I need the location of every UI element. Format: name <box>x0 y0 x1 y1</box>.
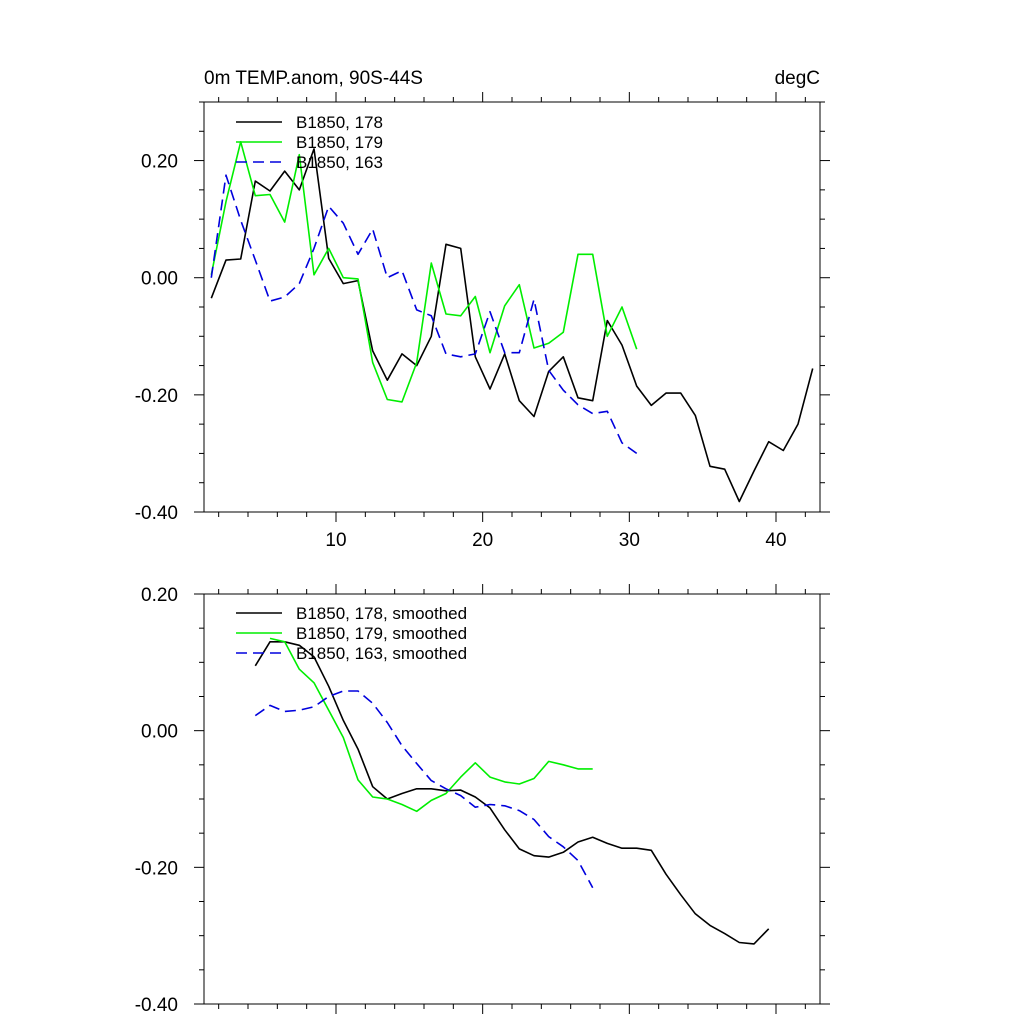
legend-label: B1850, 178 <box>296 113 383 132</box>
y-tick-label: 0.00 <box>141 722 178 743</box>
series-line <box>210 148 814 503</box>
y-tick-label: -0.20 <box>135 858 178 879</box>
series-line <box>254 640 770 945</box>
panel-top: 0m TEMP.anom, 90S-44S degC 10 20 30 40 -0.40… <box>135 68 830 551</box>
legend-label: B1850, 178, smoothed <box>296 604 467 623</box>
series-line <box>254 690 594 889</box>
y-tick-label: 0.20 <box>141 152 178 173</box>
panel-bottom: -0.40-0.200.000.20 B1850, 178, smoothedB… <box>135 584 830 1016</box>
chart-title: 0m TEMP.anom, 90S-44S <box>204 68 423 89</box>
series-line <box>210 174 638 455</box>
series-line <box>210 141 638 403</box>
y-tick-label: -0.40 <box>135 995 178 1016</box>
legend-label: B1850, 179 <box>296 133 383 152</box>
series-line <box>269 637 593 813</box>
series-bottom <box>254 637 770 945</box>
legend-label: B1850, 163, smoothed <box>296 644 467 663</box>
legend-label: B1850, 179, smoothed <box>296 624 467 643</box>
x-tick-label: 10 <box>325 530 346 551</box>
legend-label: B1850, 163 <box>296 153 383 172</box>
y-tick-label: -0.40 <box>135 503 178 524</box>
y-tick-label: -0.20 <box>135 386 178 407</box>
units-label: degC <box>775 68 820 89</box>
y-tick-label: 0.00 <box>141 269 178 290</box>
y-tick-label: 0.20 <box>141 585 178 606</box>
x-tick-label: 30 <box>619 530 640 551</box>
x-tick-label: 40 <box>765 530 786 551</box>
x-tick-label: 20 <box>472 530 493 551</box>
axes-ticks-bottom: -0.40 -0.20 0.00 0.20 <box>135 584 830 1016</box>
series-top <box>210 141 814 503</box>
axes-ticks-top: 10 20 30 40 -0.40 -0.20 0.00 0.20 <box>135 92 830 551</box>
